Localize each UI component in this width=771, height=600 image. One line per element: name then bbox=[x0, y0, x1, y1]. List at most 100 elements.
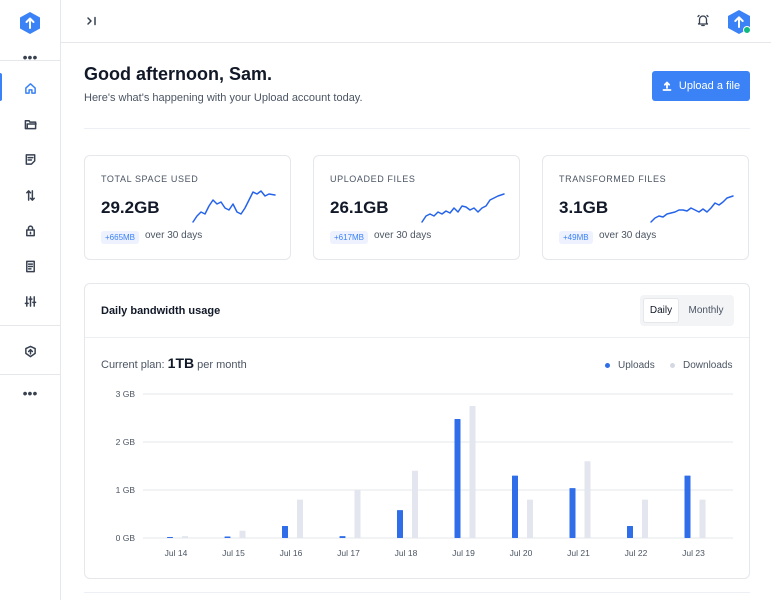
sidebar-more-top[interactable]: ••• bbox=[0, 42, 60, 72]
sidebar: ••• ••• bbox=[0, 0, 61, 600]
x-tick-label: Jul 20 bbox=[510, 548, 533, 558]
x-tick-label: Jul 21 bbox=[567, 548, 590, 558]
uploads-bar[interactable] bbox=[684, 475, 691, 538]
x-tick-label: Jul 23 bbox=[682, 548, 705, 558]
downloads-bar[interactable] bbox=[584, 461, 591, 538]
online-status-dot bbox=[743, 26, 751, 34]
plan-prefix: Current plan: bbox=[101, 359, 165, 371]
sidebar-more-bottom[interactable]: ••• bbox=[0, 378, 60, 408]
x-tick-label: Jul 17 bbox=[337, 548, 360, 558]
upload-file-button-label: Upload a file bbox=[678, 80, 741, 92]
sidebar-item-files[interactable] bbox=[0, 109, 60, 139]
stat-value: 26.1GB bbox=[330, 198, 389, 217]
lock-icon bbox=[25, 224, 35, 236]
section-divider bbox=[84, 128, 750, 129]
y-tick-label: 3 GB bbox=[116, 389, 136, 399]
current-plan: Current plan: 1TB per month bbox=[101, 355, 247, 371]
sparkline-uploaded-files bbox=[421, 193, 505, 223]
downloads-bar[interactable] bbox=[354, 490, 361, 538]
legend-uploads-label: Uploads bbox=[618, 360, 655, 371]
stat-card-transformed-files: Transformed files 3.1GB +49MB over 30 da… bbox=[542, 155, 749, 260]
uploads-bar[interactable] bbox=[339, 536, 346, 538]
legend-uploads: Uploads bbox=[605, 360, 655, 371]
downloads-bar[interactable] bbox=[239, 530, 246, 538]
file-text-icon bbox=[25, 260, 35, 272]
uploads-bar[interactable] bbox=[569, 488, 576, 538]
stat-card-total-space: Total space used 29.2GB +665MB over 30 d… bbox=[84, 155, 291, 260]
downloads-bar[interactable] bbox=[469, 406, 476, 538]
bandwidth-title: Daily bandwidth usage bbox=[101, 305, 221, 317]
folder-icon bbox=[24, 119, 37, 129]
stat-value: 3.1GB bbox=[559, 198, 609, 217]
sidebar-divider bbox=[0, 60, 60, 61]
stat-card-uploaded-files: Uploaded files 26.1GB +617MB over 30 day… bbox=[313, 155, 520, 260]
downloads-bar[interactable] bbox=[642, 499, 648, 538]
more-dots-icon: ••• bbox=[22, 385, 38, 401]
sidebar-divider bbox=[0, 325, 60, 326]
bandwidth-chart: 0 GB 1 GB 2 GB 3 GB Jul 14 Jul 15 Jul 16 Jul 17… bbox=[116, 389, 733, 558]
y-tick-label: 2 GB bbox=[116, 437, 136, 447]
collapse-sidebar-icon[interactable] bbox=[85, 14, 99, 28]
downloads-bar[interactable] bbox=[527, 499, 533, 538]
downloads-bar[interactable] bbox=[699, 499, 706, 538]
sidebar-item-security[interactable] bbox=[0, 215, 60, 245]
sidebar-item-transfers[interactable] bbox=[0, 180, 60, 210]
page-title: Good afternoon, Sam. bbox=[84, 64, 273, 84]
plan-suffix: per month bbox=[197, 359, 247, 371]
legend-downloads: Downloads bbox=[670, 360, 732, 371]
page-subtitle: Here's what's happening with your Upload… bbox=[84, 92, 363, 104]
document-icon bbox=[25, 153, 35, 165]
x-tick-label: Jul 19 bbox=[452, 548, 475, 558]
uploads-bar[interactable] bbox=[627, 526, 633, 538]
stat-label: Total space used bbox=[101, 174, 199, 184]
home-icon bbox=[24, 82, 36, 94]
uploads-bar[interactable] bbox=[224, 536, 231, 538]
stat-period: over 30 days bbox=[145, 230, 203, 241]
sidebar-item-reports[interactable] bbox=[0, 251, 60, 281]
sidebar-item-home[interactable] bbox=[0, 73, 60, 103]
uploads-bar[interactable] bbox=[167, 537, 173, 539]
period-toggle: Daily Monthly bbox=[640, 295, 734, 326]
toggle-monthly[interactable]: Monthly bbox=[688, 305, 724, 316]
page-bottom-edge bbox=[84, 592, 750, 600]
x-tick-label: Jul 16 bbox=[280, 548, 303, 558]
sidebar-item-upgrade[interactable] bbox=[0, 336, 60, 366]
downloads-bar[interactable] bbox=[297, 499, 303, 538]
shield-upload-icon bbox=[24, 345, 36, 357]
stat-value: 29.2GB bbox=[101, 198, 160, 217]
sidebar-item-settings[interactable] bbox=[0, 286, 60, 316]
x-tick-label: Jul 22 bbox=[625, 548, 648, 558]
transfer-arrows-icon bbox=[25, 189, 35, 201]
stat-change-badge: +49MB bbox=[559, 231, 593, 244]
uploads-bar[interactable] bbox=[282, 526, 288, 538]
stat-period: over 30 days bbox=[599, 230, 657, 241]
sidebar-item-documents[interactable] bbox=[0, 144, 60, 174]
legend-downloads-swatch bbox=[670, 363, 675, 368]
top-bar bbox=[61, 0, 771, 43]
card-header-divider bbox=[85, 337, 749, 338]
sparkline-total-space bbox=[192, 190, 276, 223]
sliders-icon bbox=[24, 295, 36, 307]
sparkline-transformed-files bbox=[650, 195, 734, 223]
downloads-bar[interactable] bbox=[412, 470, 418, 538]
downloads-bar[interactable] bbox=[182, 536, 188, 538]
stat-change-badge: +665MB bbox=[101, 231, 140, 244]
stat-label: Uploaded files bbox=[330, 174, 416, 184]
sidebar-divider bbox=[0, 374, 60, 375]
x-tick-label: Jul 14 bbox=[165, 548, 188, 558]
toggle-daily[interactable]: Daily bbox=[643, 298, 679, 323]
uploads-bar[interactable] bbox=[397, 510, 403, 538]
uploads-bar[interactable] bbox=[454, 418, 461, 538]
x-tick-label: Jul 15 bbox=[222, 548, 245, 558]
legend-uploads-swatch bbox=[605, 363, 610, 368]
stat-label: Transformed files bbox=[559, 174, 667, 184]
upload-icon bbox=[662, 81, 672, 91]
uploads-bar[interactable] bbox=[512, 475, 518, 538]
x-tick-label: Jul 18 bbox=[395, 548, 418, 558]
sidebar-active-indicator bbox=[0, 73, 2, 101]
upload-file-button[interactable]: Upload a file bbox=[652, 71, 750, 101]
bell-icon[interactable] bbox=[696, 13, 710, 27]
stat-period: over 30 days bbox=[374, 230, 432, 241]
bandwidth-card: Daily bandwidth usage Daily Monthly Curr… bbox=[84, 283, 750, 579]
app-logo-icon[interactable] bbox=[19, 11, 41, 35]
